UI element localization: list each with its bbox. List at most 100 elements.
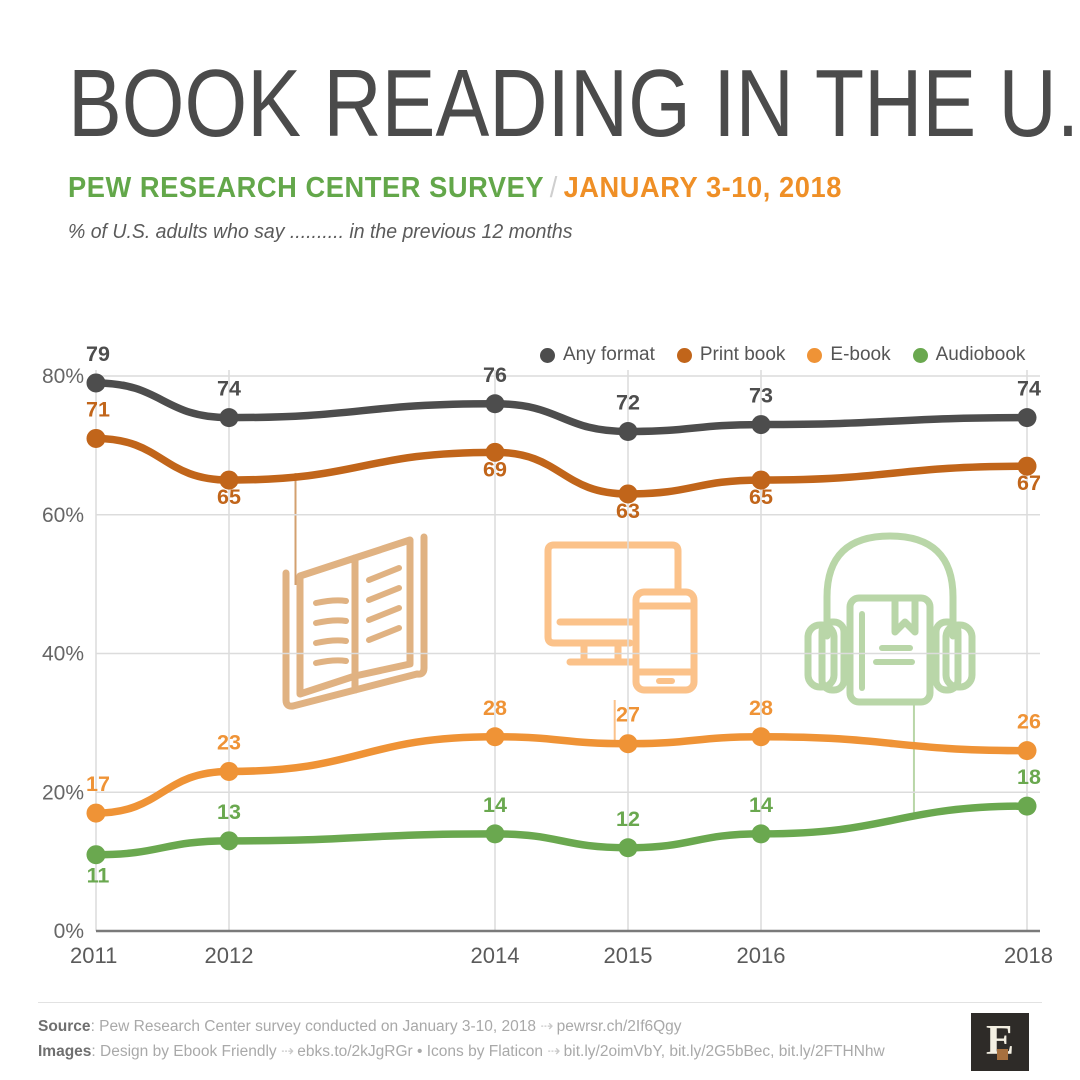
x-tick-2011: 2011 [70,943,117,968]
footer-images-line: Images: Design by Ebook Friendly ⇢ ebks.… [38,1039,885,1064]
x-tick-2012: 2012 [205,943,254,968]
footer-source-label: Source [38,1018,91,1035]
monitor-phone-icon [544,541,698,694]
brand-logo[interactable]: E [971,1013,1029,1071]
data-point-audiobook-2016[interactable] [751,824,771,844]
data-point-e-book-2012[interactable] [219,761,239,781]
data-point-print-book-2018[interactable] [1017,456,1037,476]
value-label-audiobook-2018: 18 [1017,765,1041,789]
horizontal-gridlines [96,375,1040,793]
legend-swatch-audiobook [912,347,928,363]
value-label-audiobook-2011: 11 [87,864,110,888]
data-point-print-book-2011[interactable] [86,428,106,448]
legend-item-ebook[interactable]: E-book [807,344,891,366]
footer-images-link-2[interactable]: bit.ly/2oimVbY, bit.ly/2G5bBec, bit.ly/2… [559,1043,885,1060]
icon-leader-lines [294,473,915,818]
value-label-e-book-2011: 17 [86,772,110,796]
y-tick-20: 20% [42,781,84,804]
x-tick-2016: 2016 [737,943,786,968]
data-point-any-format-2012[interactable] [219,408,239,428]
arrow-icon: ⇢ [547,1043,560,1060]
data-point-print-book-2016[interactable] [751,470,771,490]
series-points [86,373,1037,865]
legend-label-ebook: E-book [830,344,891,365]
legend-swatch-any-format [540,347,555,363]
x-tick-2015: 2015 [604,943,653,968]
headphones-book-icon [804,532,976,706]
value-label-print-book-2012: 65 [217,485,241,509]
value-label-print-book-2014: 69 [483,457,507,481]
y-tick-0: 0% [54,920,84,943]
value-label-any-format-2012: 74 [217,377,241,401]
data-point-any-format-2014[interactable] [485,394,505,414]
legend-label-audiobook: Audiobook [935,344,1026,365]
value-label-audiobook-2012: 13 [217,800,241,824]
footer-divider [38,1002,1042,1003]
footer: Source: Pew Research Center survey condu… [38,1014,885,1064]
legend-swatch-ebook [807,347,823,363]
value-label-e-book-2016: 28 [749,696,773,720]
data-point-e-book-2011[interactable] [86,803,106,823]
data-point-print-book-2015[interactable] [618,484,638,504]
data-point-e-book-2015[interactable] [618,734,638,754]
subtitle-line: PEW RESEARCH CENTER SURVEY / JANUARY 3-10,… [68,172,970,205]
data-point-any-format-2011[interactable] [86,373,106,393]
subtitle-separator: / [549,172,558,204]
survey-org-label: PEW RESEARCH CENTER SURVEY [68,172,545,204]
data-point-any-format-2016[interactable] [751,415,771,435]
footer-images-text: : Design by Ebook Friendly [91,1043,281,1060]
footer-source-line: Source: Pew Research Center survey condu… [38,1014,885,1039]
value-label-print-book-2016: 65 [749,485,773,509]
value-label-audiobook-2015: 12 [616,807,640,831]
data-point-e-book-2016[interactable] [751,727,771,747]
value-label-e-book-2018: 26 [1017,710,1041,734]
data-point-e-book-2018[interactable] [1017,741,1037,761]
y-tick-80: 80% [42,365,84,388]
survey-date-label: JANUARY 3-10, 2018 [563,172,842,204]
data-point-any-format-2018[interactable] [1017,408,1037,428]
legend-item-print-book[interactable]: Print book [676,344,786,366]
value-label-any-format-2016: 73 [749,384,773,408]
value-label-e-book-2014: 28 [483,696,507,720]
line-chart: 79 74 76 72 73 74 71 65 69 63 65 67 17 23 28 27 28 26 11 13… [42,342,1053,968]
value-label-print-book-2015: 63 [616,499,640,523]
value-label-print-book-2018: 67 [1017,471,1041,495]
x-axis-tick-labels: 2011 2012 2014 2015 2016 2018 [70,943,1053,968]
arrow-icon: ⇢ [280,1043,294,1060]
data-point-audiobook-2011[interactable] [86,845,106,865]
chart-note: % of U.S. adults who say .......... in t… [68,220,573,243]
legend-swatch-print-book [676,347,692,363]
point-value-labels: 79 74 76 72 73 74 71 65 69 63 65 67 17 23 28 27 28 26 11 13… [86,342,1041,888]
value-label-any-format-2015: 72 [616,391,640,415]
footer-source-link[interactable]: pewrsr.ch/2If6Qgy [552,1018,682,1035]
legend-item-any-format[interactable]: Any format [540,344,655,366]
value-label-audiobook-2016: 14 [749,793,773,817]
value-label-audiobook-2014: 14 [483,793,507,817]
value-label-e-book-2015: 27 [616,703,640,727]
x-tick-2018: 2018 [1004,943,1053,968]
logo-square-accent [997,1049,1008,1060]
data-point-e-book-2014[interactable] [485,727,505,747]
x-tick-2014: 2014 [471,943,520,968]
chart-legend: Any format Print book E-book Audiobook [540,344,1025,366]
value-label-any-format-2014: 76 [483,363,507,387]
data-point-audiobook-2014[interactable] [485,824,505,844]
y-axis-tick-labels: 0% 20% 40% 60% 80% [42,365,84,943]
data-point-any-format-2015[interactable] [618,422,638,441]
data-point-audiobook-2015[interactable] [618,838,638,858]
value-label-any-format-2018: 74 [1017,377,1041,401]
legend-item-audiobook[interactable]: Audiobook [912,344,1026,366]
legend-label-print-book: Print book [699,344,786,365]
data-point-print-book-2012[interactable] [219,470,239,490]
value-label-any-format-2011: 79 [86,342,110,366]
footer-source-text: : Pew Research Center survey conducted o… [90,1018,541,1035]
y-tick-60: 60% [42,504,84,527]
data-point-print-book-2014[interactable] [485,442,505,462]
footer-images-link-1[interactable]: ebks.to/2kJgRGr • Icons by Flaticon [292,1043,548,1060]
footer-images-label: Images [38,1043,92,1060]
header: BOOK READING IN THE U.S. PEW RESEARCH CE… [68,56,1080,244]
data-point-audiobook-2012[interactable] [219,831,239,851]
series-line-e-book[interactable] [92,733,1031,817]
data-point-audiobook-2018[interactable] [1017,796,1037,816]
y-tick-40: 40% [42,643,84,666]
